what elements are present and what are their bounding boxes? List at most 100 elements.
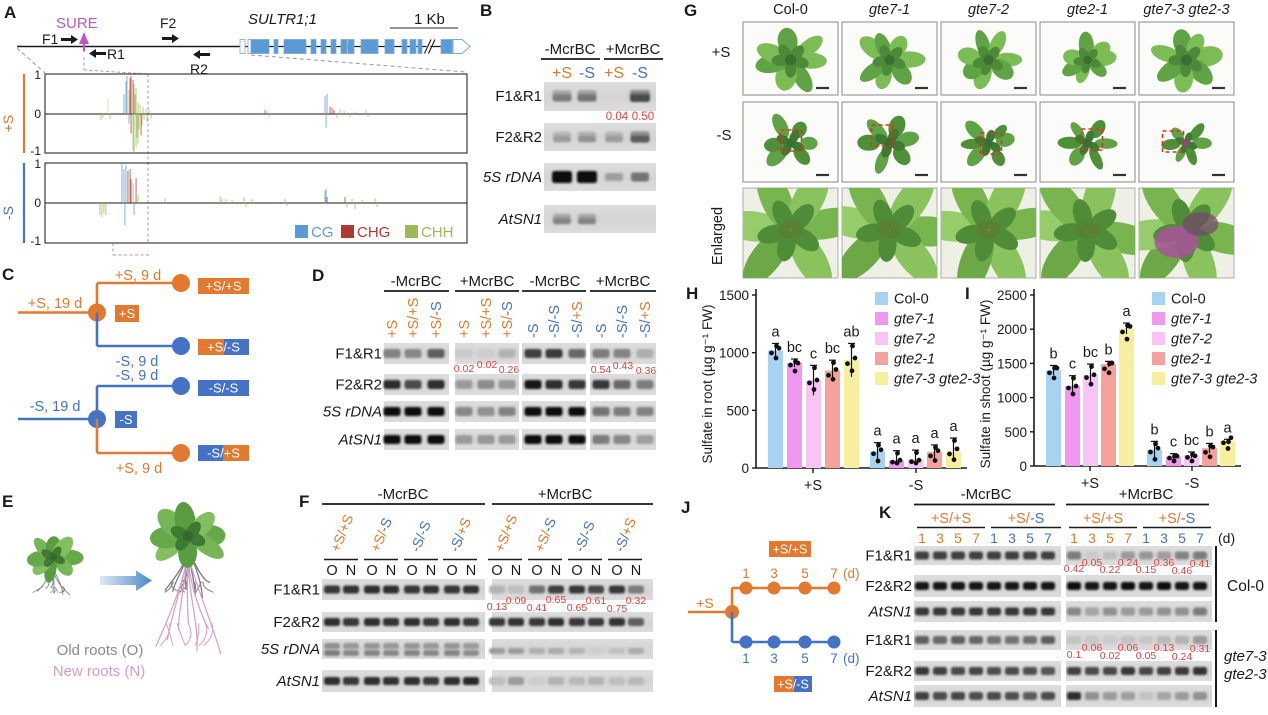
svg-text:Old roots (O): Old roots (O): [57, 642, 144, 659]
svg-text:gte7-1: gte7-1: [894, 312, 935, 328]
svg-text:1: 1: [918, 530, 926, 546]
svg-text:5: 5: [1106, 530, 1114, 546]
svg-text:CHG: CHG: [357, 224, 390, 241]
svg-text:-S: -S: [594, 324, 610, 339]
svg-text:3: 3: [770, 566, 778, 581]
svg-text:Enlarged: Enlarged: [710, 207, 726, 265]
svg-text:b: b: [1049, 346, 1057, 362]
svg-text:SULTR1;1: SULTR1;1: [248, 11, 317, 28]
svg-text:5: 5: [954, 530, 962, 546]
svg-text:a: a: [771, 324, 780, 340]
svg-text:bc: bc: [787, 340, 802, 356]
svg-text:2000: 2000: [997, 322, 1027, 337]
svg-text:1500: 1500: [997, 356, 1027, 371]
svg-text:+McrBC: +McrBC: [1119, 486, 1174, 503]
svg-text:+S, 9 d: +S, 9 d: [116, 461, 162, 477]
svg-text:AtSN1: AtSN1: [498, 211, 542, 228]
svg-text:7: 7: [830, 651, 838, 666]
svg-text:O: O: [366, 563, 377, 579]
svg-text:+S: +S: [552, 65, 572, 82]
svg-text:(d): (d): [843, 566, 860, 581]
svg-text:0.43: 0.43: [613, 360, 634, 372]
svg-text:2500: 2500: [997, 288, 1027, 303]
svg-text:a: a: [911, 431, 920, 447]
svg-text:R1: R1: [107, 46, 125, 62]
svg-text:-S/-S: -S/-S: [209, 381, 239, 396]
svg-text:SURE: SURE: [56, 15, 98, 32]
svg-text:+S, 19 d: +S, 19 d: [28, 296, 82, 312]
svg-text:a: a: [1223, 420, 1232, 436]
svg-text:F2: F2: [160, 15, 177, 31]
svg-text:+McrBC: +McrBC: [606, 41, 661, 58]
svg-text:0.54: 0.54: [591, 364, 612, 376]
svg-text:5S rDNA: 5S rDNA: [483, 169, 542, 186]
svg-text:0.24: 0.24: [1118, 557, 1139, 569]
svg-text:gte7-2: gte7-2: [894, 332, 935, 348]
svg-text:gte2-1: gte2-1: [1171, 352, 1212, 368]
svg-text:-S: -S: [1185, 476, 1200, 492]
svg-text:500: 500: [726, 403, 749, 418]
svg-text:(d): (d): [1218, 530, 1235, 546]
svg-text:0.04: 0.04: [606, 111, 629, 123]
svg-text:-S: -S: [717, 127, 732, 144]
svg-text:+S: +S: [804, 478, 822, 494]
svg-text:0.05: 0.05: [1082, 557, 1103, 569]
svg-text:F2&R2: F2&R2: [495, 129, 542, 146]
svg-text:0.61: 0.61: [586, 595, 607, 607]
svg-text:0.42: 0.42: [1064, 563, 1085, 575]
svg-text:c: c: [1170, 435, 1177, 451]
svg-text:-S, 9 d: -S, 9 d: [116, 368, 159, 384]
svg-text:a: a: [873, 424, 882, 440]
svg-text:5: 5: [801, 566, 809, 581]
svg-text:1: 1: [742, 566, 750, 581]
svg-text:0.24: 0.24: [1172, 651, 1193, 663]
svg-text:Col-0: Col-0: [773, 2, 808, 18]
svg-text:ab: ab: [843, 324, 859, 340]
svg-text:3: 3: [1008, 530, 1016, 546]
svg-text:F2&R2: F2&R2: [865, 578, 912, 595]
svg-text:-S: -S: [0, 206, 16, 220]
svg-text:1: 1: [990, 530, 998, 546]
svg-text:bc: bc: [825, 341, 840, 357]
svg-text:F2&R2: F2&R2: [865, 663, 912, 680]
svg-text:0.41: 0.41: [1190, 558, 1211, 570]
svg-text:+S/+S: +S/+S: [931, 511, 971, 527]
svg-text:0.32: 0.32: [626, 595, 647, 607]
svg-text:a: a: [930, 426, 939, 442]
svg-text:0.41: 0.41: [527, 602, 548, 614]
svg-text:0: 0: [741, 461, 749, 476]
svg-text:O: O: [326, 563, 337, 579]
svg-text:J: J: [681, 498, 690, 517]
svg-text:+S, 9 d: +S, 9 d: [115, 268, 161, 284]
svg-text:3: 3: [936, 530, 944, 546]
svg-text:-S: -S: [526, 324, 542, 339]
svg-text:0.65: 0.65: [546, 594, 567, 606]
svg-text:O: O: [491, 563, 502, 579]
svg-text:+S/-S: +S/-S: [1008, 511, 1045, 527]
svg-text:Col-0: Col-0: [894, 292, 929, 308]
svg-text:-McrBC: -McrBC: [530, 273, 581, 290]
svg-text:-S/-S: -S/-S: [547, 305, 563, 338]
svg-text:gte7-3 gte2-3: gte7-3 gte2-3: [1171, 372, 1257, 388]
svg-text:+McrBC: +McrBC: [596, 273, 651, 290]
svg-text:7: 7: [972, 530, 980, 546]
svg-text:1000: 1000: [719, 346, 749, 361]
svg-text:gte2-1: gte2-1: [1067, 2, 1108, 18]
svg-text:7: 7: [1044, 530, 1052, 546]
svg-text:bc: bc: [1083, 345, 1098, 361]
svg-text:0.13: 0.13: [1154, 642, 1175, 654]
svg-text:500: 500: [1004, 425, 1027, 440]
svg-text:1: 1: [1142, 530, 1150, 546]
svg-text:+McrBC: +McrBC: [538, 486, 593, 503]
svg-text:-S: -S: [120, 412, 133, 427]
svg-text:-S/+S: -S/+S: [638, 301, 654, 338]
svg-text:N: N: [631, 563, 641, 579]
svg-text:N: N: [551, 563, 561, 579]
svg-text:c: c: [1069, 357, 1076, 373]
svg-text:Col-0: Col-0: [1171, 292, 1206, 308]
svg-text:Sulfate in root (µg g⁻¹ FW): Sulfate in root (µg g⁻¹ FW): [700, 305, 715, 464]
svg-text:O: O: [446, 563, 457, 579]
svg-text:+S: +S: [0, 115, 16, 133]
svg-text:c: c: [810, 346, 817, 362]
svg-text:F1: F1: [42, 31, 59, 47]
